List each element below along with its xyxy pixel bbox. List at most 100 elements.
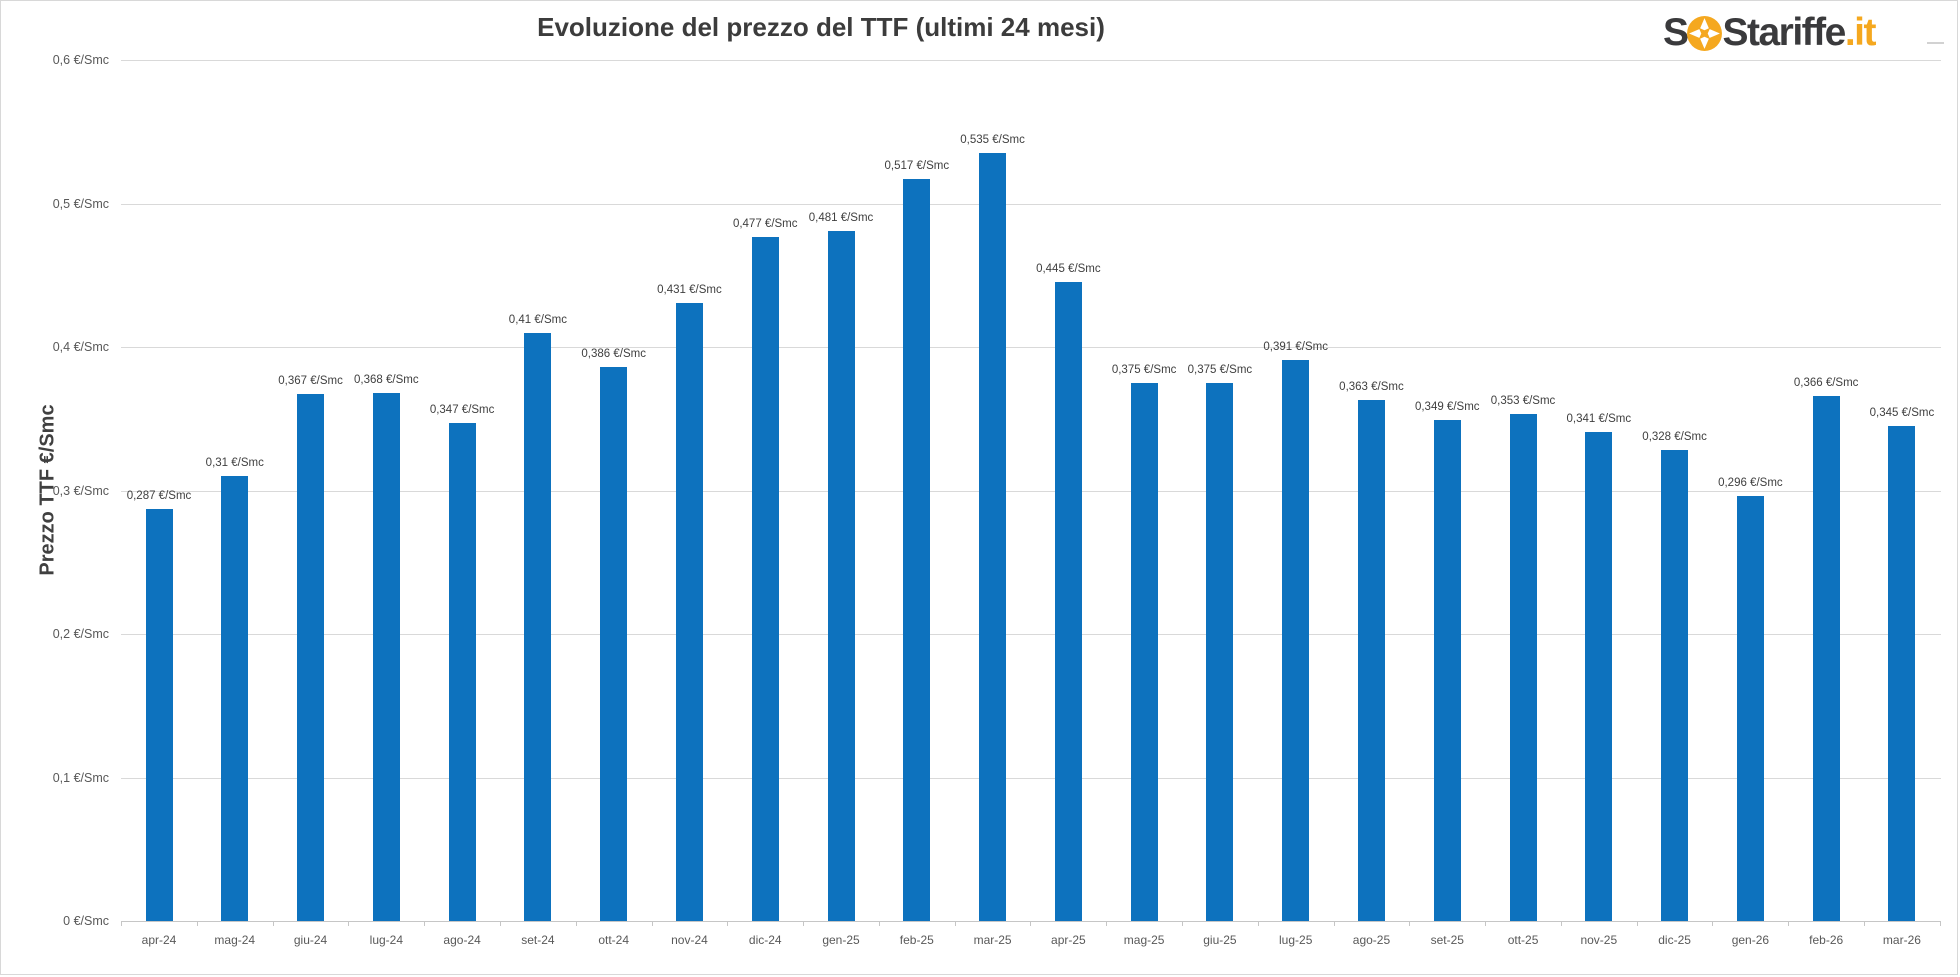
x-axis-label: dic-24	[748, 933, 782, 947]
x-axis-label: mag-24	[214, 933, 256, 947]
x-axis-tick	[954, 921, 956, 926]
bar-ago-25	[1357, 400, 1385, 921]
bar-value-label: 0,535 €/Smc	[960, 134, 1025, 147]
bar-value-label: 0,41 €/Smc	[508, 313, 567, 326]
bar-apr-25	[1054, 282, 1082, 921]
bar-mag-24	[221, 476, 249, 921]
bar-feb-26	[1812, 395, 1840, 921]
bar-value-label: 0,345 €/Smc	[1869, 406, 1935, 419]
bar-value-label: 0,328 €/Smc	[1642, 431, 1707, 444]
x-axis-tick	[121, 921, 123, 926]
bar-value-label: 0,445 €/Smc	[1036, 263, 1101, 276]
gridline	[121, 490, 1941, 492]
x-axis-tick	[1257, 921, 1259, 926]
bar-value-label: 0,349 €/Smc	[1414, 401, 1480, 414]
x-axis-label: mag-25	[1123, 933, 1165, 947]
x-axis-label: apr-25	[1051, 933, 1086, 947]
gridline	[121, 777, 1941, 779]
bar-set-25	[1433, 420, 1461, 921]
bar-value-label: 0,368 €/Smc	[354, 373, 419, 386]
bar-value-label: 0,363 €/Smc	[1339, 381, 1404, 394]
y-tick-label: 0,2 €/Smc	[52, 627, 109, 641]
x-axis-label: feb-25	[899, 933, 934, 947]
bar-value-label: 0,287 €/Smc	[126, 490, 192, 503]
x-axis-tick	[1409, 921, 1411, 926]
corner-dash-decoration	[1927, 42, 1944, 44]
lifebuoy-icon	[1686, 15, 1723, 52]
bar-value-label: 0,477 €/Smc	[732, 217, 798, 230]
x-axis-label: gen-26	[1731, 933, 1770, 947]
x-axis-label: nov-24	[671, 933, 708, 947]
bar-value-label: 0,375 €/Smc	[1187, 363, 1253, 376]
x-axis-tick	[727, 921, 729, 926]
bar-lug-25	[1282, 359, 1310, 921]
y-tick-label: 0,6 €/Smc	[52, 53, 109, 67]
bar-giu-25	[1206, 382, 1234, 921]
bar-gen-26	[1736, 496, 1764, 921]
x-axis-label: giu-25	[1203, 933, 1237, 947]
gridline	[121, 634, 1941, 635]
x-axis-label: lug-25	[1279, 933, 1313, 947]
bar-apr-24	[145, 509, 173, 921]
bar-value-label: 0,367 €/Smc	[278, 375, 343, 388]
x-axis-label: lug-24	[369, 933, 404, 947]
x-axis-tick	[1182, 921, 1184, 926]
x-axis-tick	[1485, 921, 1487, 926]
gridline	[121, 60, 1941, 61]
y-tick-label: 0,4 €/Smc	[52, 340, 109, 354]
bar-dic-25	[1661, 450, 1689, 921]
x-axis-tick	[575, 921, 577, 926]
x-axis-tick	[878, 921, 880, 926]
x-axis-label: ott-24	[598, 933, 630, 947]
x-axis-label: mar-25	[973, 933, 1012, 947]
x-axis-tick	[196, 921, 198, 926]
x-axis-tick	[348, 921, 350, 926]
x-axis-tick	[1864, 921, 1866, 926]
y-tick-label: 0,1 €/Smc	[52, 770, 109, 785]
bar-value-label: 0,341 €/Smc	[1566, 412, 1632, 425]
x-axis-tick	[500, 921, 501, 926]
bar-nov-25	[1585, 431, 1613, 921]
x-axis-label: ago-24	[443, 933, 481, 947]
x-axis-tick	[272, 921, 274, 926]
logo-text-stariffe: Stariffe	[1722, 11, 1846, 54]
x-axis-tick	[1560, 921, 1562, 926]
plot-area: 0,6 €/Smc 0,5 €/Smc 0,4 €/Smc 0,3 €/Smc 0,2 …	[53, 53, 1941, 947]
bar-set-24	[524, 332, 552, 921]
x-axis-label: gen-25	[822, 933, 860, 947]
bar-ott-24	[600, 367, 628, 921]
bar-value-label: 0,296 €/Smc	[1718, 477, 1783, 490]
x-axis-label: nov-25	[1580, 933, 1618, 947]
bar-value-label: 0,517 €/Smc	[884, 160, 950, 173]
x-axis-label: mar-26	[1882, 933, 1921, 947]
bar-value-label: 0,31 €/Smc	[205, 457, 264, 470]
x-axis-label: ott-25	[1507, 933, 1539, 947]
bar-ott-25	[1509, 414, 1537, 921]
x-axis-tick	[803, 921, 805, 926]
bar-value-label: 0,347 €/Smc	[429, 404, 495, 417]
x-axis-tick	[1636, 921, 1638, 926]
bar-value-label: 0,366 €/Smc	[1793, 376, 1859, 389]
bar-giu-24	[297, 394, 325, 921]
gridline	[121, 203, 1941, 205]
logo-text-s: S	[1662, 11, 1689, 54]
bar-dic-24	[751, 236, 779, 921]
x-axis-label: set-25	[1430, 933, 1464, 947]
bar-value-label: 0,375 €/Smc	[1111, 363, 1177, 376]
bar-lug-24	[372, 392, 400, 921]
y-tick-label: 0 €/Smc	[63, 914, 109, 928]
x-axis-tick	[651, 921, 653, 926]
chart-title: Evoluzione del prezzo del TTF (ultimi 24…	[537, 12, 1105, 42]
bar-nov-24	[675, 302, 703, 921]
bar-mar-25	[979, 153, 1007, 921]
x-axis-label: set-24	[521, 933, 555, 947]
x-axis-tick	[1712, 921, 1714, 926]
x-axis-label: ago-25	[1352, 933, 1391, 947]
x-axis-tick	[424, 921, 426, 926]
bar-mar-26	[1888, 425, 1916, 921]
sostariffe-logo: S Stariffe .it	[1662, 11, 1877, 54]
bar-ago-24	[448, 423, 476, 921]
bar-gen-25	[827, 230, 855, 921]
y-tick-label: 0,5 €/Smc	[52, 196, 109, 211]
